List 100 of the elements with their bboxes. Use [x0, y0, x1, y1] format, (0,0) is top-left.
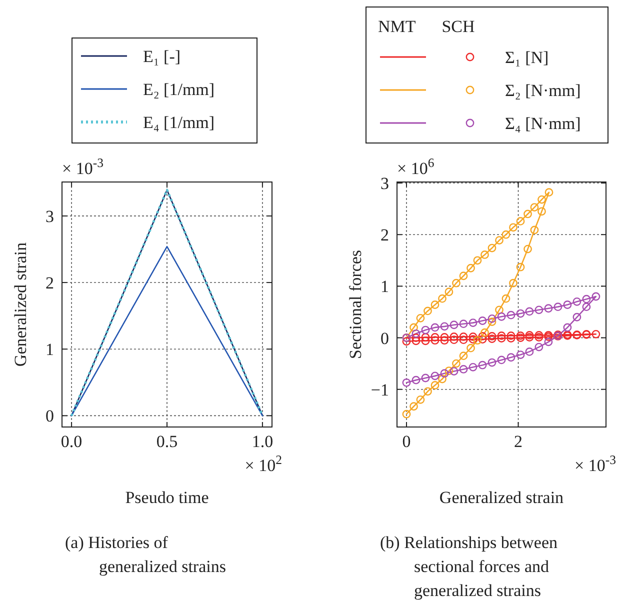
x-axis-title: Generalized strain: [439, 488, 564, 507]
x-tick-label: 0: [402, 432, 411, 451]
point: [450, 332, 458, 341]
point: [506, 310, 516, 320]
point: [473, 336, 482, 345]
point: [430, 333, 440, 342]
point: [430, 323, 440, 332]
point: [412, 376, 420, 384]
point: [416, 395, 425, 404]
point: [544, 338, 553, 346]
legend-label: Σ₁ [N]: [505, 48, 549, 67]
point: [488, 332, 496, 340]
point: [506, 332, 516, 340]
point: [488, 318, 496, 326]
point: [450, 367, 458, 376]
point: [444, 288, 454, 296]
point: [468, 362, 478, 372]
point: [430, 372, 440, 380]
point: [430, 381, 440, 390]
legend-label: Σ₄ [N·mm]: [505, 114, 581, 133]
y-tick-label: 2: [380, 226, 389, 245]
point: [525, 307, 534, 316]
point: [524, 210, 532, 218]
point: [525, 330, 534, 340]
point: [516, 262, 525, 272]
point: [524, 244, 532, 254]
point: [459, 332, 468, 341]
point: [459, 336, 468, 344]
point: [488, 334, 496, 343]
text: (b) Relationships between sectional forces and generalized strains: [380, 533, 558, 600]
point: [506, 334, 516, 342]
point: [534, 333, 544, 342]
point: [466, 264, 475, 272]
point: [488, 358, 496, 367]
point: [495, 306, 504, 314]
point: [421, 333, 430, 342]
point: [497, 312, 506, 321]
point: [572, 297, 582, 306]
point: [516, 334, 525, 342]
point: [516, 350, 525, 359]
y-tick-label: 1: [380, 277, 389, 296]
x-tick-label: 1.0: [252, 432, 274, 451]
point: [554, 302, 562, 312]
point: [412, 336, 420, 346]
point: [410, 323, 418, 332]
y-tick-label: 0: [46, 406, 54, 426]
point: [478, 332, 487, 340]
point: [421, 326, 430, 334]
point: [452, 278, 460, 288]
point: [440, 333, 449, 342]
point: [468, 335, 478, 344]
y-tick-label: 3: [46, 206, 54, 226]
y-tick-label: 2: [46, 274, 54, 293]
point: [440, 336, 449, 345]
point: [497, 334, 506, 342]
point: [459, 320, 468, 328]
point: [530, 226, 539, 234]
point: [450, 320, 458, 330]
x-tick-label: 2: [514, 432, 523, 451]
point: [480, 250, 489, 259]
point: [410, 402, 418, 411]
y-tick-label: 3: [380, 174, 389, 194]
point: [525, 333, 534, 342]
point: [430, 300, 440, 309]
x-tick-label: 0.5: [156, 432, 178, 451]
text: × 10$^{-3}$: [62, 156, 104, 178]
point: [502, 230, 510, 239]
point: [424, 387, 432, 396]
point: [402, 410, 411, 418]
point: [416, 314, 425, 322]
x-tick-label: 0.0: [60, 432, 82, 451]
point: [444, 366, 454, 375]
y-tick-label: 1: [46, 340, 54, 360]
point: [502, 294, 510, 303]
point: [450, 336, 458, 344]
point: [452, 359, 460, 368]
point: [424, 306, 432, 316]
point: [538, 195, 546, 204]
point: [525, 347, 534, 356]
y-axis-title: Sectional forces: [346, 250, 365, 360]
point: [459, 352, 468, 360]
legend-label: E₁ [-]: [143, 47, 181, 66]
legend-label: E₄ [1/mm]: [143, 113, 215, 132]
point: [497, 356, 506, 364]
text: × 10$^{2}$: [244, 453, 282, 475]
point: [421, 336, 430, 346]
point: [430, 336, 440, 345]
point: [530, 203, 539, 212]
point: [563, 300, 572, 309]
point: [440, 369, 449, 378]
point: [538, 207, 546, 216]
point: [402, 378, 411, 387]
point: [459, 272, 468, 280]
point: [582, 294, 591, 304]
point: [572, 312, 582, 322]
point: [412, 334, 420, 342]
point: [495, 236, 504, 244]
point: [480, 328, 489, 337]
point: [544, 332, 553, 341]
y-tick-label: −1: [370, 380, 389, 400]
